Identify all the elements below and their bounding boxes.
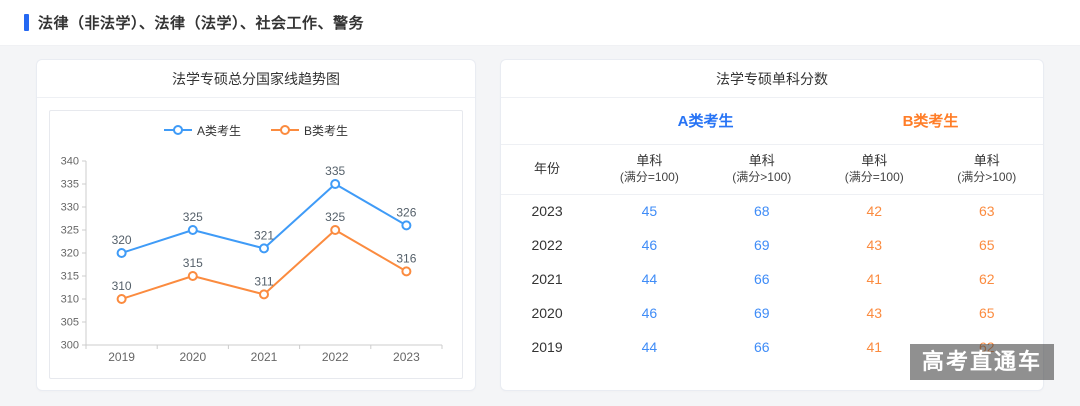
year-cell: 2019: [531, 339, 563, 355]
svg-text:325: 325: [61, 225, 79, 237]
svg-text:2020: 2020: [179, 350, 206, 364]
group-header-row: A类考生 B类考生: [501, 98, 1043, 145]
svg-text:300: 300: [61, 340, 79, 352]
score-table-body: 2023 45 68 42 63 2022 46 69 43 65 2021 44 66 41 62 2020…: [501, 194, 1043, 364]
a-score-cell: 69: [754, 237, 770, 253]
column-header: 年份: [501, 144, 594, 195]
b-score-cell: 41: [866, 339, 883, 355]
page-title: 法律（非法学）、法律（法学）、社会工作、警务: [38, 15, 365, 32]
trend-chart-card: 法学专硕总分国家线趋势图 A类考生 B类考生 300 305 310 315 320 325…: [36, 59, 476, 391]
trend-card-title: 法学专硕总分国家线趋势图: [37, 60, 475, 98]
svg-text:2022: 2022: [322, 350, 349, 364]
year-cell: 2023: [531, 203, 563, 220]
svg-text:326: 326: [396, 205, 416, 219]
a-score-cell: 44: [641, 339, 658, 355]
b-score-cell: 65: [978, 305, 995, 321]
a-score-cell: 45: [641, 203, 658, 220]
svg-text:310: 310: [112, 279, 132, 293]
score-table-card: 法学专硕单科分数 A类考生 B类考生 年份 单科 (满分=100) 单科 (满分>100…: [500, 59, 1044, 391]
trend-line-chart: 300 305 310 315 320 325 330 335 340 2019 2020 2021 2…: [61, 156, 443, 364]
b-score-cell: 62: [978, 271, 995, 287]
score-card-title: 法学专硕单科分数: [501, 60, 1043, 98]
column-header: 单科 (满分>100): [930, 144, 1043, 195]
svg-text:340: 340: [61, 156, 79, 168]
svg-text:2021: 2021: [251, 350, 278, 364]
table-row: 2020 46 69 43 65: [501, 296, 1043, 330]
page-header: 法律（非法学）、法律（法学）、社会工作、警务: [0, 0, 1080, 46]
year-cell: 2022: [531, 237, 563, 253]
legend-label: A类考生: [196, 123, 241, 138]
svg-text:335: 335: [325, 164, 345, 178]
year-cell: 2020: [531, 305, 563, 321]
chart-panel: A类考生 B类考生 300 305 310 315 320 325 330 335 340 2019…: [49, 110, 463, 379]
table-row: 2023 45 68 42 63: [501, 194, 1043, 228]
svg-text:321: 321: [254, 228, 274, 242]
svg-text:2023: 2023: [393, 350, 420, 364]
column-header-row: 年份 单科 (满分=100) 单科 (满分>100) 单科 (满分=100) 单科 (满分>10…: [501, 144, 1043, 195]
svg-text:310: 310: [61, 294, 79, 306]
svg-text:320: 320: [61, 248, 79, 260]
a-score-cell: 46: [641, 305, 658, 321]
legend-label: B类考生: [304, 123, 349, 138]
a-score-cell: 46: [641, 237, 658, 253]
b-score-cell: 65: [978, 237, 995, 253]
table-row: 2022 46 69 43 65: [501, 228, 1043, 262]
svg-text:325: 325: [183, 210, 203, 224]
svg-text:305: 305: [61, 317, 79, 329]
group-header-spacer: [501, 98, 594, 145]
score-table: A类考生 B类考生 年份 单科 (满分=100) 单科 (满分>100) 单科 (满分=10…: [501, 98, 1043, 364]
svg-text:335: 335: [61, 179, 79, 191]
a-score-cell: 68: [754, 203, 770, 220]
column-header: 单科 (满分=100): [818, 144, 931, 195]
svg-text:316: 316: [396, 251, 416, 265]
svg-text:320: 320: [112, 233, 132, 247]
svg-text:315: 315: [183, 256, 203, 270]
table-row: 2021 44 66 41 62: [501, 262, 1043, 296]
a-score-cell: 69: [754, 305, 770, 321]
group-header-a: A类考生: [593, 98, 819, 145]
a-score-cell: 66: [754, 339, 770, 355]
b-score-cell: 42: [866, 203, 883, 220]
content: 法学专硕总分国家线趋势图 A类考生 B类考生 300 305 310 315 320 325…: [0, 46, 1080, 391]
group-header-b: B类考生: [818, 98, 1043, 145]
b-score-cell: 41: [866, 271, 883, 287]
page: 法律（非法学）、法律（法学）、社会工作、警务 法学专硕总分国家线趋势图 A类考生…: [0, 0, 1080, 391]
svg-text:2019: 2019: [108, 350, 135, 364]
legend-item[interactable]: A类考生: [163, 122, 241, 139]
a-score-cell: 66: [754, 271, 770, 287]
b-score-cell: 63: [978, 203, 995, 220]
b-score-cell: 43: [866, 305, 883, 321]
svg-text:315: 315: [61, 271, 79, 283]
svg-text:325: 325: [325, 210, 345, 224]
table-row: 201944664162: [501, 330, 1043, 364]
legend-line-icon: [163, 125, 192, 135]
legend-line-icon: [271, 125, 299, 135]
svg-text:330: 330: [61, 202, 79, 214]
year-cell: 2021: [531, 271, 563, 287]
watermark: 高考直通车: [909, 344, 1054, 380]
legend-item[interactable]: B类考生: [271, 122, 348, 139]
chart-legend: A类考生 B类考生: [50, 111, 462, 143]
a-score-cell: 44: [641, 271, 658, 287]
accent-bar: [24, 14, 29, 31]
column-header: 单科 (满分=100): [593, 144, 706, 195]
svg-text:311: 311: [254, 274, 273, 288]
b-score-cell: 43: [866, 237, 883, 253]
column-header: 单科 (满分>100): [705, 144, 819, 195]
